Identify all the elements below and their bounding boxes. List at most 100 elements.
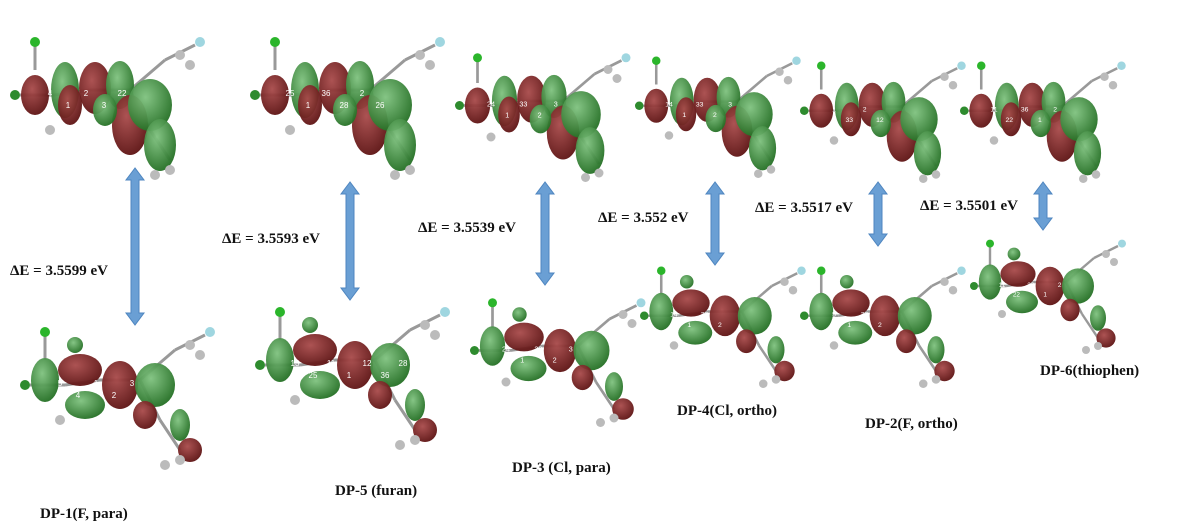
atom xyxy=(759,379,768,388)
atom-label: 25 xyxy=(286,89,295,98)
atom-label: 2 xyxy=(538,110,542,119)
atom xyxy=(652,56,661,65)
atom xyxy=(657,266,666,275)
atom xyxy=(940,277,949,286)
atom xyxy=(783,76,793,85)
atom xyxy=(415,50,425,60)
atom xyxy=(766,165,776,174)
atom xyxy=(612,74,622,83)
atom-label: 14 xyxy=(670,312,678,319)
atom-label: 4 xyxy=(48,89,53,98)
energy-gap: ΔE = 3.5599 eV xyxy=(10,263,108,279)
lobe xyxy=(675,97,697,132)
lobe xyxy=(337,341,373,389)
lobe xyxy=(1090,305,1106,331)
atom-label: 28 xyxy=(340,101,349,110)
atom xyxy=(185,340,195,350)
atom xyxy=(800,311,809,320)
lobe xyxy=(1000,261,1036,287)
atom xyxy=(817,61,826,70)
atom-label: 22 xyxy=(1006,117,1014,124)
atom xyxy=(977,61,986,70)
atom xyxy=(470,346,479,355)
atom xyxy=(160,460,170,470)
atom xyxy=(395,440,405,450)
atom-label: 11 xyxy=(990,107,997,114)
bond xyxy=(1081,313,1099,339)
atom xyxy=(10,90,20,100)
atom xyxy=(285,125,295,135)
atom xyxy=(771,375,781,384)
lobe xyxy=(368,79,412,131)
atom xyxy=(1079,174,1088,183)
orbital: 25 1 36 28 2 26 xyxy=(250,37,445,180)
bond xyxy=(901,80,933,108)
orbital: 24 1 33 2 3 xyxy=(470,298,646,427)
atom xyxy=(640,311,649,320)
atom xyxy=(290,395,300,405)
atom-label: 2 xyxy=(419,371,424,380)
atom xyxy=(788,286,798,295)
lobe xyxy=(840,102,862,137)
lobe xyxy=(934,360,955,382)
lobe xyxy=(573,330,610,371)
atom-label: 11 xyxy=(999,282,1006,289)
lobe xyxy=(1062,268,1094,304)
bond xyxy=(158,419,182,451)
atom xyxy=(800,106,809,115)
lobe xyxy=(464,87,491,124)
energy-gap: ΔE = 3.5517 eV xyxy=(755,200,853,216)
atom-label: 33 xyxy=(861,312,869,319)
atom-label: 2 xyxy=(112,391,117,400)
energy-gap: ΔE = 3.5593 eV xyxy=(222,231,320,247)
atom xyxy=(596,418,605,427)
atom-label: 2 xyxy=(84,89,89,98)
atom-label: 3 xyxy=(102,101,107,110)
orbital: 11 22 36 1 2 xyxy=(970,239,1126,354)
atom xyxy=(970,282,978,290)
atom xyxy=(40,327,50,337)
bond xyxy=(393,399,417,431)
lobe xyxy=(838,320,873,345)
atom xyxy=(440,307,450,317)
lobe xyxy=(504,322,544,352)
lobe xyxy=(774,360,795,382)
atom xyxy=(609,413,619,423)
atom-label: 36 xyxy=(322,89,331,98)
lobe xyxy=(293,334,337,366)
lobe xyxy=(405,389,425,421)
orbital: 1 33 2 12 xyxy=(800,61,966,183)
lobe xyxy=(170,409,190,441)
atom xyxy=(829,136,839,145)
lobe xyxy=(735,92,773,137)
atom xyxy=(989,136,999,145)
lobe xyxy=(869,295,901,337)
molecule-name: DP-2(F, ortho) xyxy=(865,416,958,432)
lobe xyxy=(809,292,834,331)
atom xyxy=(425,60,435,70)
atom-label: 2 xyxy=(1053,107,1057,114)
lobe xyxy=(1035,266,1065,306)
lobe xyxy=(512,307,527,322)
atom-label: 33 xyxy=(846,117,854,124)
atom-label: 5 xyxy=(58,379,63,388)
atom xyxy=(195,350,205,360)
atom xyxy=(829,341,839,350)
lobe xyxy=(900,97,938,142)
lobe xyxy=(969,93,994,128)
atom-label: 2 xyxy=(1058,282,1062,289)
lobe xyxy=(529,104,552,134)
atom-label: 36 xyxy=(1027,282,1035,289)
atom xyxy=(1102,250,1110,258)
orbital: 5 4 1 2 3 xyxy=(20,327,215,470)
atom xyxy=(957,61,966,70)
double-arrow xyxy=(1033,181,1053,231)
lobe xyxy=(1096,328,1116,348)
lobe xyxy=(672,289,710,317)
atom-label: 33 xyxy=(701,312,709,319)
atom xyxy=(1091,170,1101,179)
atom-label: 13 xyxy=(291,359,300,368)
atom xyxy=(435,37,445,47)
atom xyxy=(919,379,928,388)
